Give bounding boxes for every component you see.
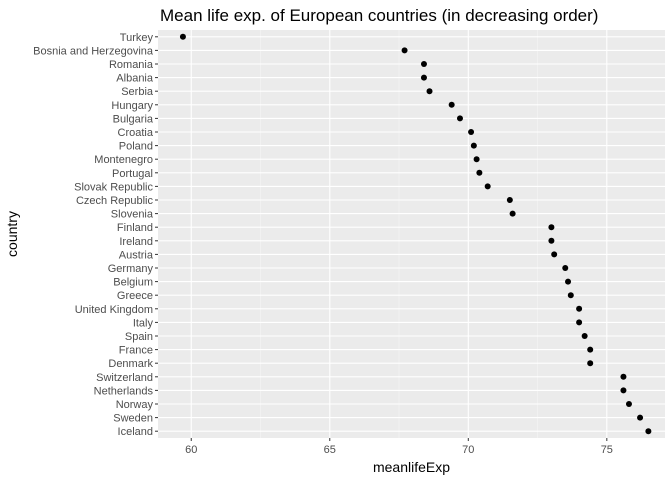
y-tick-label: Finland bbox=[117, 222, 153, 234]
x-tick-label: 75 bbox=[601, 444, 613, 456]
y-tick-label: Slovenia bbox=[111, 209, 154, 221]
y-tick-label: Norway bbox=[116, 399, 154, 411]
y-tick-label: Netherlands bbox=[94, 385, 154, 397]
data-point bbox=[506, 197, 513, 203]
data-point bbox=[548, 237, 555, 244]
y-tick-label: Turkey bbox=[120, 32, 154, 44]
data-point bbox=[620, 373, 627, 380]
grid-lines bbox=[158, 30, 665, 438]
y-tick-label: Bulgaria bbox=[113, 113, 154, 125]
y-tick-label: Spain bbox=[125, 331, 153, 343]
y-tick-label: Hungary bbox=[111, 100, 153, 112]
y-tick-label: Italy bbox=[133, 317, 154, 329]
y-axis-title: country bbox=[4, 211, 20, 257]
data-point bbox=[548, 224, 555, 231]
y-tick-label: Serbia bbox=[121, 86, 154, 98]
data-point bbox=[468, 129, 475, 135]
y-tick-label: Czech Republic bbox=[76, 195, 154, 207]
data-point bbox=[484, 183, 491, 190]
data-point bbox=[576, 319, 583, 326]
y-tick-label: Greece bbox=[117, 290, 153, 302]
y-tick-label: Germany bbox=[108, 263, 154, 275]
data-point bbox=[587, 346, 594, 353]
x-axis-title: meanlifeExp bbox=[373, 459, 450, 475]
y-tick-label: Iceland bbox=[118, 426, 153, 438]
x-tick-label: 60 bbox=[185, 444, 197, 456]
x-axis-ticks: 60 65 70 75 bbox=[185, 438, 613, 456]
y-tick-label: Denmark bbox=[108, 358, 153, 370]
data-point bbox=[620, 387, 627, 394]
y-tick-label: Austria bbox=[119, 249, 154, 261]
y-tick-label: Bosnia and Herzegovina bbox=[33, 45, 154, 57]
data-point bbox=[637, 414, 644, 421]
y-tick-label: Sweden bbox=[113, 413, 153, 425]
y-tick-label: Albania bbox=[116, 73, 154, 85]
data-point bbox=[581, 333, 588, 339]
data-point bbox=[576, 305, 583, 312]
y-tick-label: Portugal bbox=[112, 168, 153, 180]
data-point bbox=[456, 115, 463, 122]
y-tick-label: Croatia bbox=[118, 127, 154, 139]
y-tick-label: United Kingdom bbox=[75, 304, 153, 316]
y-tick-label: Belgium bbox=[113, 277, 153, 289]
data-point bbox=[473, 156, 480, 163]
data-points bbox=[179, 33, 652, 435]
data-point bbox=[551, 251, 558, 258]
data-point bbox=[470, 142, 477, 149]
data-point bbox=[625, 401, 632, 407]
y-tick-label: Slovak Republic bbox=[74, 181, 153, 193]
y-tick-label: Romania bbox=[109, 59, 154, 71]
data-point bbox=[476, 169, 483, 176]
y-tick-label: Montenegro bbox=[94, 154, 153, 166]
data-point bbox=[567, 292, 574, 299]
data-point bbox=[587, 360, 594, 367]
data-point bbox=[562, 265, 569, 271]
y-tick-label: France bbox=[119, 345, 153, 357]
data-point bbox=[565, 278, 572, 285]
data-point bbox=[426, 88, 433, 95]
y-tick-label: Poland bbox=[119, 141, 153, 153]
data-point bbox=[509, 210, 516, 217]
y-tick-label: Switzerland bbox=[96, 372, 153, 384]
plot-panel bbox=[158, 30, 665, 438]
data-point bbox=[645, 428, 652, 435]
data-point bbox=[448, 101, 455, 108]
data-point bbox=[420, 74, 427, 81]
x-tick-label: 65 bbox=[324, 444, 336, 456]
data-point bbox=[420, 61, 427, 67]
x-tick-label: 70 bbox=[462, 444, 474, 456]
y-tick-label: Ireland bbox=[119, 236, 153, 248]
data-point bbox=[401, 47, 408, 54]
chart-title: Mean life exp. of European countries (in… bbox=[160, 6, 598, 25]
data-point bbox=[179, 33, 186, 40]
